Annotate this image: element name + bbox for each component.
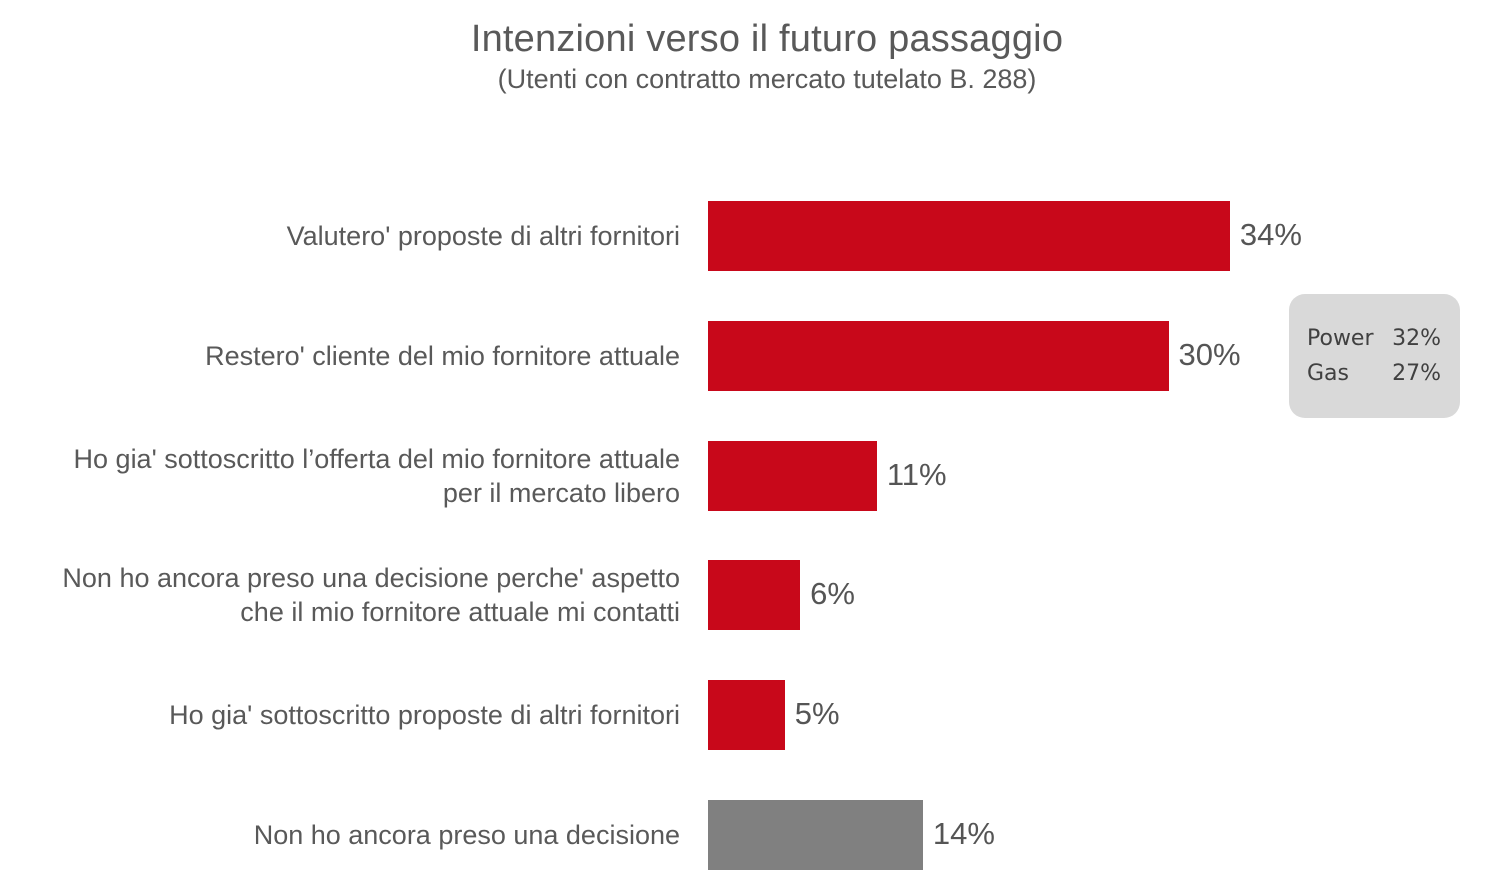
value-label-1: 34% [1239,217,1302,252]
bar-3 [708,440,877,511]
callout-power-label: Power [1307,326,1374,351]
value-label-5: 5% [794,696,840,732]
callout-gas-value: 27% [1392,361,1441,386]
bar-1 [708,201,1230,271]
bar-2 [708,320,1169,391]
category-label-5-line-1: Ho gia' sottoscritto proposte di altri f… [169,700,680,731]
category-label-2-line-1: Restero' cliente del mio fornitore attua… [205,340,680,371]
callout-power-value: 32% [1392,326,1441,351]
category-label-2: Restero' cliente del mio fornitore attua… [0,339,680,373]
value-label-6: 14% [932,816,995,851]
value-label-3: 11% [886,456,947,492]
value-label-2: 30% [1178,336,1241,372]
bar-4 [708,560,801,631]
category-label-5: Ho gia' sottoscritto proposte di altri f… [0,698,680,732]
chart-subtitle: (Utenti con contratto mercato tutelato B… [497,64,1037,94]
value-label-4: 6% [810,576,855,612]
category-label-4: Non ho ancora preso una decisione perche… [0,561,680,629]
callout-gas-label: Gas [1307,361,1349,386]
category-label-3-line-2: per il mercato libero [442,477,680,508]
bar-5 [708,680,785,751]
chart-title: Intenzioni verso il futuro passaggio [470,18,1064,60]
callout-box: Power 32% Gas 27% [1289,294,1460,418]
category-label-4-line-2: che il mio fornitore attuale mi contatti [240,597,680,628]
category-label-3-line-1: Ho gia' sottoscritto l’offerta del mio f… [73,443,680,474]
category-label-1-line-1: Valutero' proposte di altri fornitori [286,221,680,251]
bar-6 [708,800,923,870]
category-label-3: Ho gia' sottoscritto l’offerta del mio f… [0,442,680,510]
category-label-1: Valutero' proposte di altri fornitori [0,219,680,253]
category-label-4-line-1: Non ho ancora preso una decisione perche… [62,563,680,594]
category-label-6: Non ho ancora preso una decisione [0,818,680,852]
category-label-6-line-1: Non ho ancora preso una decisione [253,820,680,850]
